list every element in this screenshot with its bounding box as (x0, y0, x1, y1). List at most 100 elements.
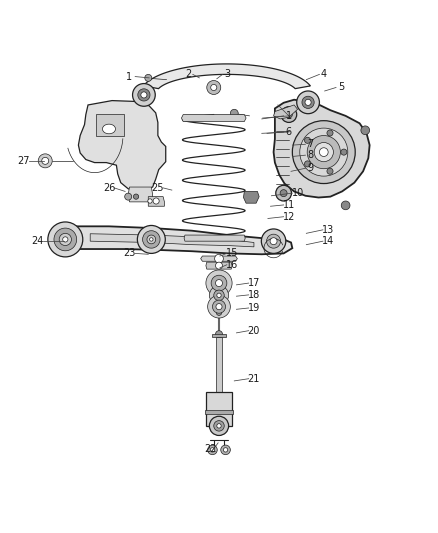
Circle shape (59, 233, 71, 246)
Circle shape (230, 109, 238, 117)
Circle shape (280, 190, 287, 197)
Circle shape (341, 149, 347, 155)
Circle shape (138, 89, 150, 101)
Circle shape (215, 330, 223, 338)
Text: 18: 18 (248, 290, 260, 300)
Text: 11: 11 (283, 200, 295, 210)
Text: 5: 5 (338, 83, 344, 93)
Circle shape (305, 99, 311, 106)
Circle shape (215, 262, 223, 269)
Polygon shape (148, 197, 164, 206)
Circle shape (217, 424, 221, 428)
Text: 15: 15 (226, 248, 238, 259)
Circle shape (148, 199, 152, 203)
Polygon shape (90, 234, 254, 247)
Circle shape (261, 229, 286, 253)
Text: 12: 12 (283, 212, 295, 222)
Polygon shape (184, 235, 245, 241)
Text: 21: 21 (248, 374, 260, 384)
Circle shape (206, 270, 232, 296)
Circle shape (361, 126, 370, 135)
Circle shape (211, 84, 217, 91)
Circle shape (209, 286, 229, 305)
Circle shape (270, 238, 277, 245)
Bar (205, 410, 233, 414)
Circle shape (267, 234, 281, 248)
Text: 9: 9 (307, 163, 314, 173)
Circle shape (138, 225, 165, 253)
Circle shape (38, 154, 52, 168)
Circle shape (143, 231, 160, 248)
Circle shape (145, 75, 152, 82)
Text: 25: 25 (152, 183, 164, 193)
Circle shape (216, 310, 222, 316)
Text: 7: 7 (307, 139, 314, 149)
Circle shape (327, 168, 333, 174)
Text: 23: 23 (124, 248, 136, 259)
Ellipse shape (102, 124, 116, 134)
Bar (212, 334, 226, 337)
Circle shape (133, 84, 155, 106)
Text: 13: 13 (322, 225, 334, 235)
Circle shape (208, 445, 217, 455)
Circle shape (48, 222, 83, 257)
Circle shape (42, 157, 49, 164)
Circle shape (207, 80, 221, 94)
Circle shape (292, 120, 355, 183)
Circle shape (134, 194, 139, 199)
Text: 19: 19 (248, 303, 260, 313)
Circle shape (286, 111, 292, 118)
Text: 1: 1 (286, 111, 292, 121)
Circle shape (217, 293, 221, 297)
Circle shape (147, 235, 155, 244)
Circle shape (63, 237, 68, 242)
Circle shape (281, 107, 297, 123)
Text: 10: 10 (291, 188, 304, 198)
Circle shape (214, 290, 224, 301)
Circle shape (304, 137, 311, 143)
Circle shape (221, 445, 230, 455)
Text: 27: 27 (17, 156, 30, 166)
Circle shape (297, 91, 319, 114)
Circle shape (215, 280, 223, 287)
Polygon shape (52, 227, 292, 254)
Circle shape (304, 161, 311, 167)
Circle shape (125, 193, 132, 200)
Circle shape (327, 130, 333, 136)
Polygon shape (128, 187, 152, 202)
Circle shape (214, 421, 224, 431)
Circle shape (319, 148, 328, 157)
Text: 14: 14 (322, 236, 334, 246)
Polygon shape (206, 262, 232, 269)
Polygon shape (181, 115, 246, 122)
Text: 26: 26 (103, 183, 115, 193)
Text: 6: 6 (286, 127, 292, 137)
Circle shape (211, 275, 227, 291)
Circle shape (210, 448, 215, 452)
Circle shape (54, 228, 77, 251)
Circle shape (208, 295, 230, 318)
Text: 22: 22 (204, 444, 216, 454)
Bar (215, 337, 223, 392)
Text: 17: 17 (248, 278, 260, 288)
Circle shape (300, 128, 348, 176)
Text: 8: 8 (307, 150, 314, 160)
Bar (206, 392, 232, 426)
Polygon shape (244, 191, 259, 203)
Polygon shape (274, 100, 370, 198)
Text: 3: 3 (225, 69, 231, 79)
Circle shape (307, 135, 340, 169)
Circle shape (314, 142, 333, 161)
Circle shape (153, 198, 159, 204)
Text: 1: 1 (127, 71, 133, 82)
Text: 2: 2 (185, 69, 191, 79)
Bar (96, 114, 124, 136)
Text: 24: 24 (32, 236, 44, 246)
Circle shape (216, 304, 222, 310)
Text: 16: 16 (226, 260, 238, 270)
Circle shape (209, 416, 229, 435)
Circle shape (212, 300, 226, 313)
Polygon shape (143, 64, 311, 88)
Polygon shape (78, 101, 166, 191)
Circle shape (150, 238, 153, 241)
